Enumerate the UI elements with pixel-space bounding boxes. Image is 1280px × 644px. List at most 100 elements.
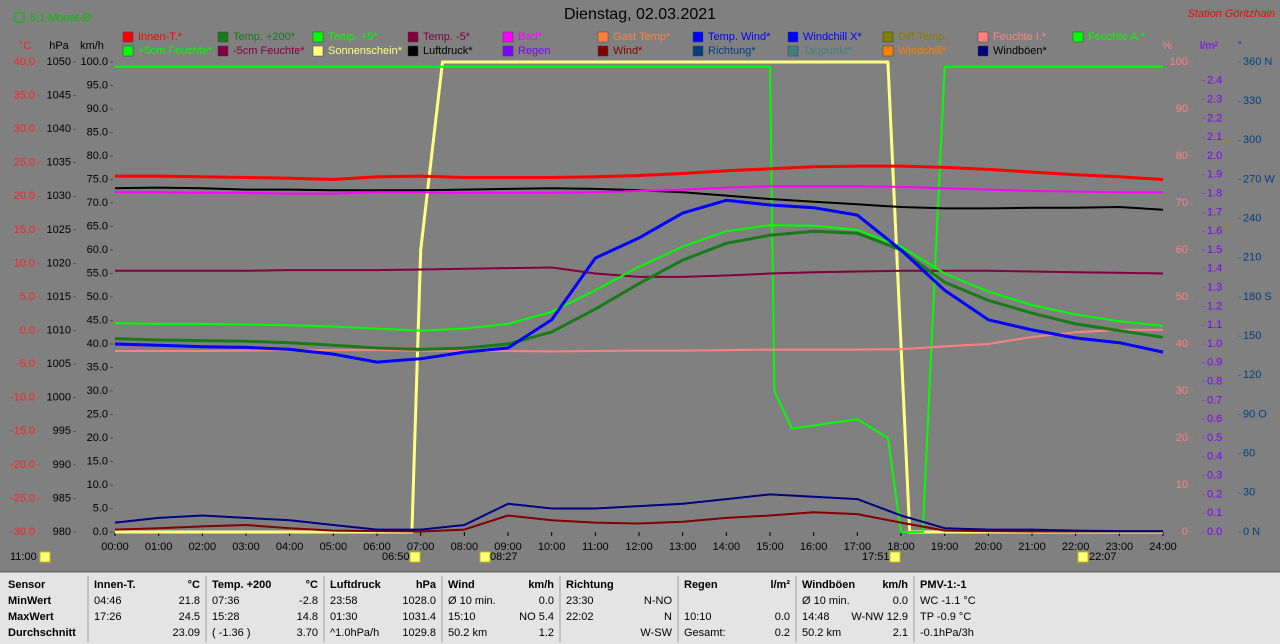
table-cell: hPa <box>416 579 437 591</box>
y-tick-label: 360 N <box>1243 56 1272 68</box>
time-annotation: 06:50 <box>382 551 410 563</box>
y-tick-label: 210 <box>1243 252 1261 264</box>
station-name: Station Göritzhain <box>1188 8 1275 20</box>
table-cell: 23:30 <box>566 595 594 607</box>
table-cell: N <box>664 611 672 623</box>
x-tick-label: 13:00 <box>669 541 697 553</box>
y-tick-label: 1.3 <box>1207 282 1222 294</box>
legend-label: Bad* <box>518 31 543 43</box>
y-tick-label: 15.0 <box>14 224 35 236</box>
legend-label: Temp. +5* <box>328 31 379 43</box>
y-tick-label: 0 <box>1182 526 1188 538</box>
legend-label: Windchill* <box>898 45 947 57</box>
x-tick-label: 18:00 <box>887 541 915 553</box>
x-tick-label: 07:00 <box>407 541 435 553</box>
sun-icon <box>39 551 51 563</box>
legend-swatch <box>1072 31 1084 43</box>
y-tick-label: 35.0 <box>14 89 35 101</box>
table-cell: 1028.0 <box>402 595 436 607</box>
x-tick-label: 03:00 <box>232 541 260 553</box>
legend-label: Feuchte A.* <box>1088 31 1146 43</box>
table-cell: 14:48 <box>802 611 830 623</box>
x-tick-label: 05:00 <box>320 541 348 553</box>
y-tick-label: 20.0 <box>14 190 35 202</box>
legend-label: Richtung* <box>708 45 756 57</box>
table-cell: Windböen <box>802 579 855 591</box>
y-tick-label: 1.5 <box>1207 244 1222 256</box>
legend-swatch <box>502 31 514 43</box>
y-tick-label: 1.7 <box>1207 206 1222 218</box>
y-tick-label: -15.0 <box>10 425 35 437</box>
y-tick-label: 300 <box>1243 134 1261 146</box>
axis-label: ° <box>1238 40 1242 52</box>
y-tick-label: 1015 <box>47 291 71 303</box>
table-cell: 0.2 <box>775 627 790 639</box>
y-tick-label: 90 O <box>1243 408 1267 420</box>
table-cell: 2.1 <box>893 627 908 639</box>
y-tick-label: 0.3 <box>1207 470 1222 482</box>
y-tick-label: 45.0 <box>87 314 108 326</box>
time-annotation: 08:27 <box>490 551 518 563</box>
legend-swatch <box>882 31 894 43</box>
table-cell: 0.0 <box>539 595 554 607</box>
y-tick-label: 40.0 <box>87 338 108 350</box>
x-tick-label: 10:00 <box>538 541 566 553</box>
table-cell: 50.2 km <box>448 627 487 639</box>
y-tick-label: 1000 <box>47 392 71 404</box>
time-annotation: 22:07 <box>1089 551 1117 563</box>
y-tick-label: 15.0 <box>87 455 108 467</box>
table-cell: 15:28 <box>212 611 240 623</box>
series-line <box>114 229 1164 351</box>
table-cell: 23:58 <box>330 595 358 607</box>
legend-swatch <box>407 31 419 43</box>
y-tick-label: 150 <box>1243 330 1261 342</box>
y-tick-label: 1.9 <box>1207 169 1222 181</box>
series-line <box>115 60 1163 534</box>
y-tick-label: -5.0 <box>16 358 35 370</box>
table-cell: W-SW <box>640 627 672 639</box>
y-tick-label: 35.0 <box>87 361 108 373</box>
y-tick-label: -20.0 <box>10 459 35 471</box>
legend-label: Windböen* <box>993 45 1048 57</box>
y-tick-label: 60 <box>1243 448 1255 460</box>
y-tick-label: 70 <box>1176 197 1188 209</box>
table-cell: Durchschnitt <box>8 627 76 639</box>
legend-swatch <box>312 31 324 43</box>
legend-label: Temp. -5* <box>423 31 471 43</box>
y-tick-label: 2.4 <box>1207 75 1222 87</box>
table-cell: °C <box>306 579 318 591</box>
y-tick-label: 2.3 <box>1207 94 1222 106</box>
axis-label: hPa <box>49 40 69 52</box>
legend-label: Windchill X* <box>803 31 862 43</box>
x-tick-label: 04:00 <box>276 541 304 553</box>
average-label[interactable]: 5:1 Monat-Ø <box>30 12 92 24</box>
y-tick-label: 50.0 <box>87 291 108 303</box>
y-tick-label: 0.6 <box>1207 413 1222 425</box>
table-cell: 3.70 <box>297 627 318 639</box>
table-cell: MaxWert <box>8 611 54 623</box>
y-tick-label: 0.4 <box>1207 451 1222 463</box>
y-tick-label: 90 <box>1176 103 1188 115</box>
y-tick-label: 0.9 <box>1207 357 1222 369</box>
y-tick-label: 1010 <box>47 324 71 336</box>
time-annotation: 17:51 <box>862 551 890 563</box>
y-tick-label: 65.0 <box>87 220 108 232</box>
legend-label: Innen-T.* <box>138 31 183 43</box>
y-tick-label: 1040 <box>47 123 71 135</box>
y-tick-label: 985 <box>53 492 71 504</box>
table-cell: 1029.8 <box>402 627 436 639</box>
average-checkbox[interactable] <box>14 12 25 23</box>
sun-icon <box>889 551 901 563</box>
table-cell: -0.1hPa/3h <box>920 627 974 639</box>
y-tick-label: 10 <box>1176 479 1188 491</box>
y-tick-label: 1.2 <box>1207 300 1222 312</box>
legend-swatch <box>312 45 324 57</box>
table-cell: 17:26 <box>94 611 122 623</box>
y-tick-label: 40 <box>1176 338 1188 350</box>
series-line <box>114 224 1164 332</box>
y-tick-label: 180 S <box>1243 291 1272 303</box>
table-cell: 1031.4 <box>402 611 436 623</box>
y-tick-label: 1005 <box>47 358 71 370</box>
table-cell: 14.8 <box>297 611 318 623</box>
